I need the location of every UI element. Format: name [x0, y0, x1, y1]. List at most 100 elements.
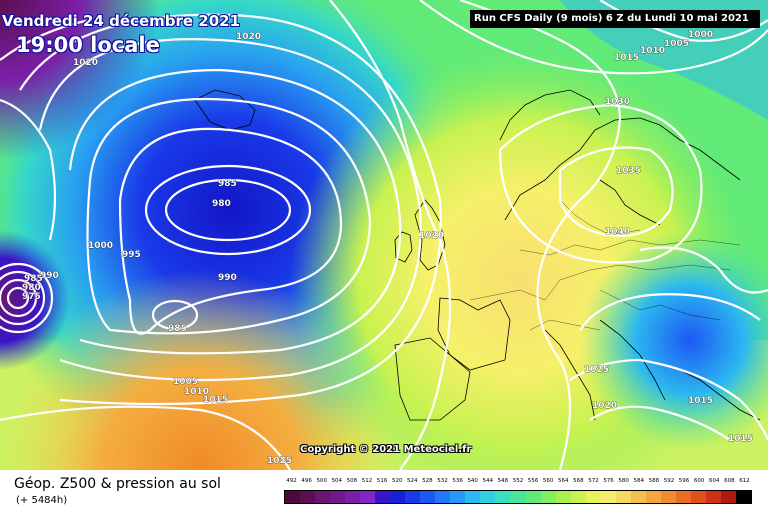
color-scale-swatch: [645, 491, 661, 503]
color-scale-swatch: [570, 491, 586, 503]
color-scale-swatch: [540, 491, 556, 503]
color-scale-label: 500: [316, 478, 327, 484]
color-scale-swatch: [690, 491, 706, 503]
color-scale-label: 600: [693, 478, 705, 484]
pressure-label: 990: [40, 271, 59, 281]
color-scale-swatch: [585, 491, 601, 503]
color-scale-label: 504: [331, 478, 343, 484]
color-scale-label: 516: [376, 478, 388, 484]
color-scale-label: 508: [346, 478, 358, 484]
pressure-label: 985: [24, 274, 43, 284]
pressure-label: 1010: [184, 387, 209, 397]
color-scale-label: 596: [678, 478, 690, 484]
color-scale: 492 496 500 504 508 512 516 520 524 528 532 536 540 5…: [284, 478, 752, 504]
color-scale-label: 492: [286, 478, 297, 484]
pressure-label: 1040: [605, 227, 630, 237]
color-scale-label: 592: [663, 478, 675, 484]
color-scale-label: 572: [588, 478, 599, 484]
forecast-lead-time: (+ 5484h): [16, 495, 68, 506]
color-scale-label: 524: [407, 478, 418, 484]
color-scale-label: 528: [422, 478, 433, 484]
color-scale-label: 568: [573, 478, 584, 484]
color-scale-swatch: [525, 491, 541, 503]
pressure-label: 1015: [728, 434, 753, 444]
color-scale-label: 588: [648, 478, 660, 484]
color-scale-label: 496: [301, 478, 312, 484]
pressure-label: 995: [122, 250, 141, 260]
legend-panel: Géop. Z500 & pression au sol (+ 5484h) 4…: [0, 470, 768, 512]
color-scale-swatch: [615, 491, 631, 503]
pressure-label: 985: [218, 179, 237, 189]
color-scale-swatch: [345, 491, 361, 503]
color-scale-swatch: [420, 491, 436, 503]
color-scale-label: 576: [603, 478, 614, 484]
color-scale-swatch: [735, 491, 751, 503]
pressure-label: 1005: [664, 39, 689, 49]
color-scale-swatch: [705, 491, 721, 503]
color-scale-label: 604: [708, 478, 720, 484]
pressure-label: 1020: [236, 32, 261, 42]
coastlines: [194, 89, 761, 421]
color-scale-swatch: [450, 491, 466, 503]
pressure-label: 1020: [419, 231, 444, 241]
pressure-label: 1010: [640, 46, 665, 56]
color-scale-label: 536: [452, 478, 463, 484]
pressure-label: 980: [212, 199, 231, 209]
pressure-label: 980: [22, 283, 41, 293]
pressure-label: 990: [218, 273, 237, 283]
pressure-label: 1035: [616, 166, 641, 176]
isobars: [0, 0, 768, 470]
color-scale-swatch: [630, 491, 646, 503]
color-scale-label: 608: [724, 478, 735, 484]
color-scale-swatch: [285, 491, 301, 503]
borders: [469, 199, 741, 331]
pressure-label: 1025: [584, 365, 609, 375]
color-scale-label: 560: [542, 478, 554, 484]
pressure-label: 1015: [203, 395, 228, 405]
color-scale-label: 540: [467, 478, 478, 484]
color-scale-label: 612: [739, 478, 750, 484]
color-scale-swatch: [720, 491, 736, 503]
color-scale-swatch: [375, 491, 391, 503]
pressure-label: 1000: [88, 241, 113, 251]
forecast-date: Vendredi 24 décembre 2021: [2, 12, 241, 30]
color-scale-swatch: [300, 491, 316, 503]
pressure-label: 1020: [592, 401, 617, 411]
color-scale-labels: 492 496 500 504 508 512 516 520 524 528 532 536 540 5…: [284, 478, 752, 488]
model-run-info: Run CFS Daily (9 mois) 6 Z du Lundi 10 m…: [470, 10, 760, 28]
copyright-text: Copyright © 2021 Meteociel.fr: [300, 444, 472, 455]
color-scale-bar: [284, 490, 752, 504]
forecast-hour: 19:00 locale: [16, 33, 160, 57]
color-scale-swatch: [330, 491, 346, 503]
color-scale-swatch: [405, 491, 421, 503]
color-scale-label: 544: [482, 478, 494, 484]
pressure-label: 1020: [73, 58, 98, 68]
color-scale-swatch: [675, 491, 691, 503]
color-scale-label: 520: [391, 478, 403, 484]
pressure-label: 1015: [688, 396, 713, 406]
color-scale-swatch: [660, 491, 676, 503]
color-scale-label: 512: [361, 478, 373, 484]
color-scale-label: 580: [618, 478, 629, 484]
map-canvas: 1020 1020 1000 1005 1010 1015 1030 1035 …: [0, 0, 768, 470]
color-scale-swatch: [510, 491, 526, 503]
color-scale-label: 548: [497, 478, 509, 484]
color-scale-label: 556: [527, 478, 539, 484]
color-scale-swatch: [390, 491, 406, 503]
pressure-label: 1000: [688, 30, 713, 40]
pressure-label: 1015: [614, 53, 639, 63]
color-scale-swatch: [495, 491, 511, 503]
color-scale-label: 532: [437, 478, 448, 484]
color-scale-swatch: [435, 491, 451, 503]
pressure-label: 1005: [173, 377, 198, 387]
color-scale-label: 584: [633, 478, 645, 484]
pressure-label: 975: [22, 292, 41, 302]
pressure-label: 985: [168, 324, 187, 334]
color-scale-swatch: [315, 491, 331, 503]
variable-title: Géop. Z500 & pression au sol: [14, 476, 221, 492]
color-scale-swatch: [600, 491, 616, 503]
pressure-label: 1025: [267, 456, 292, 466]
color-scale-label: 564: [558, 478, 569, 484]
color-scale-swatch: [555, 491, 571, 503]
pressure-label: 1030: [605, 97, 630, 107]
